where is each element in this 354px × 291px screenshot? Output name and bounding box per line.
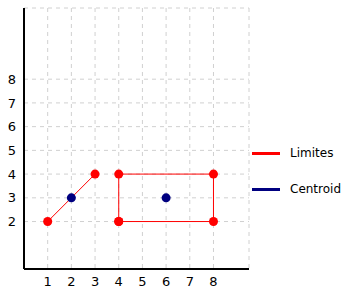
svg-text:4: 4 [115,274,123,289]
svg-text:1: 1 [44,274,52,289]
svg-text:6: 6 [162,274,170,289]
svg-text:2: 2 [67,274,75,289]
svg-text:5: 5 [138,274,146,289]
html-text:Centroid: Centroid [290,182,341,196]
svg-text:7: 7 [8,96,16,111]
html-text:Limites: Limites [290,146,334,160]
svg-text:5: 5 [8,143,16,158]
svg-text:3: 3 [8,190,16,205]
svg-text:7: 7 [186,274,194,289]
svg-text:6: 6 [8,119,16,134]
svg-text:3: 3 [91,274,99,289]
svg-text:8: 8 [209,274,217,289]
svg-text:8: 8 [8,72,16,87]
svg-text:2: 2 [8,214,16,229]
svg-text:4: 4 [8,167,16,182]
